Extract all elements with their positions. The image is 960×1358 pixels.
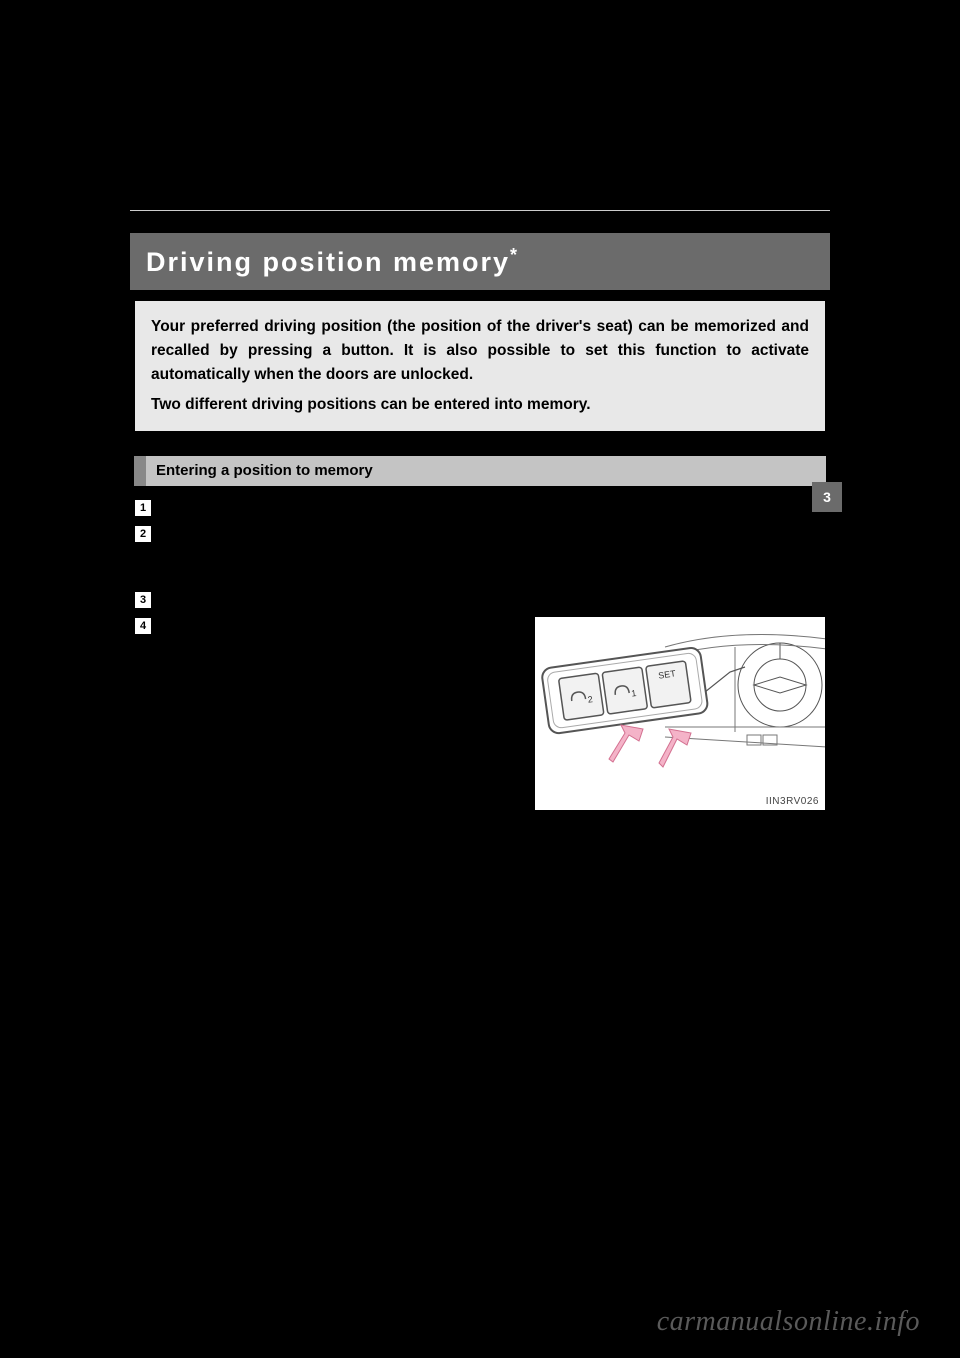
spacer: Your preferred driving position (the pos… xyxy=(130,298,830,438)
step-text xyxy=(162,498,826,518)
step-text xyxy=(162,590,826,610)
info-paragraph-1: Your preferred driving position (the pos… xyxy=(151,315,809,387)
step-number-box: 4 xyxy=(134,617,152,635)
info-paragraph-2: Two different driving positions can be e… xyxy=(151,393,809,417)
step-number-box: 2 xyxy=(134,525,152,543)
step-text xyxy=(162,616,522,636)
step-text xyxy=(162,524,826,544)
watermark: carmanualsonline.info xyxy=(657,1306,920,1338)
step-row: 3 xyxy=(134,590,826,610)
spacer xyxy=(130,438,830,456)
section-header: Entering a position to memory xyxy=(134,456,826,486)
section-header-text: Entering a position to memory xyxy=(156,462,373,479)
page-title: Driving position memory* xyxy=(146,247,517,277)
title-text: Driving position memory xyxy=(146,247,510,277)
steps-list: 1 2 3 4 xyxy=(134,498,826,811)
step-row: 2 xyxy=(134,524,826,544)
step-row: 4 xyxy=(134,616,522,636)
figure-illustration: 2 1 SET xyxy=(534,616,826,811)
title-bar: Driving position memory* xyxy=(130,233,830,290)
horizontal-divider xyxy=(130,210,830,211)
chapter-tab: 3 xyxy=(812,482,842,512)
press-arrow-icon xyxy=(609,725,643,762)
figure-block: 4 xyxy=(134,616,826,811)
title-asterisk: * xyxy=(510,245,517,265)
info-box: Your preferred driving position (the pos… xyxy=(134,300,826,432)
step-row: 1 xyxy=(134,498,826,518)
step-continuation xyxy=(162,550,826,590)
step-number-box: 3 xyxy=(134,591,152,609)
step-number-box: 1 xyxy=(134,499,152,517)
press-arrow-icon xyxy=(659,729,691,767)
figure-caption: IIN3RV026 xyxy=(766,796,819,807)
